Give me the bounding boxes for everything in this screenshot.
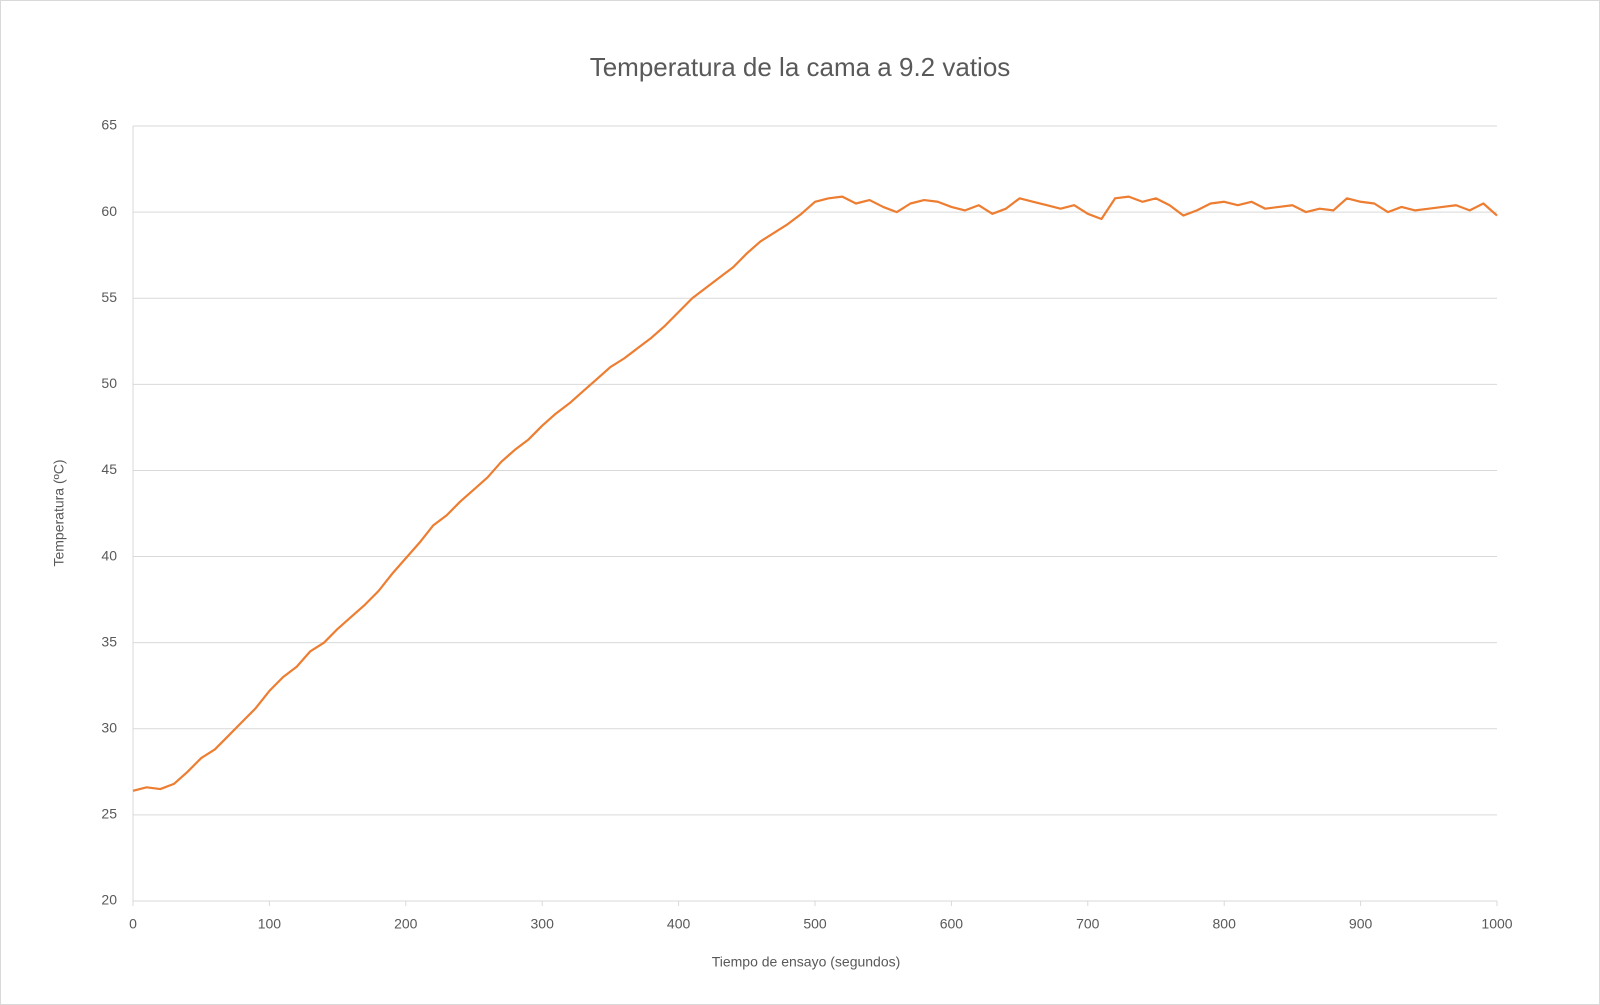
x-tick-label: 200 <box>394 916 418 932</box>
chart-title: Temperatura de la cama a 9.2 vatios <box>590 52 1011 82</box>
x-axis-title: Tiempo de ensayo (segundos) <box>712 954 901 970</box>
data-line <box>132 195 1498 792</box>
y-tick-label: 20 <box>101 892 117 908</box>
x-tick-label: 100 <box>258 916 282 932</box>
x-tick-label: 300 <box>531 916 555 932</box>
y-tick-label: 35 <box>101 633 117 649</box>
y-tick-label: 25 <box>101 806 117 822</box>
x-tick-label: 900 <box>1349 916 1373 932</box>
y-axis-title: Temperatura (ºC) <box>51 459 67 566</box>
x-tick-label: 0 <box>129 916 137 932</box>
x-tick-label: 700 <box>1076 916 1100 932</box>
y-tick-label: 60 <box>101 203 117 219</box>
x-tick-label: 800 <box>1213 916 1237 932</box>
x-tick-label: 500 <box>803 916 827 932</box>
x-tick-label: 600 <box>940 916 964 932</box>
y-tick-label: 40 <box>101 547 117 563</box>
y-tick-label: 30 <box>101 719 117 735</box>
y-tick-label: 65 <box>101 117 117 133</box>
y-tick-label: 50 <box>101 375 117 391</box>
x-tick-label: 1000 <box>1481 916 1512 932</box>
x-tick-label: 400 <box>667 916 691 932</box>
y-tick-label: 45 <box>101 461 117 477</box>
y-tick-label: 55 <box>101 289 117 305</box>
